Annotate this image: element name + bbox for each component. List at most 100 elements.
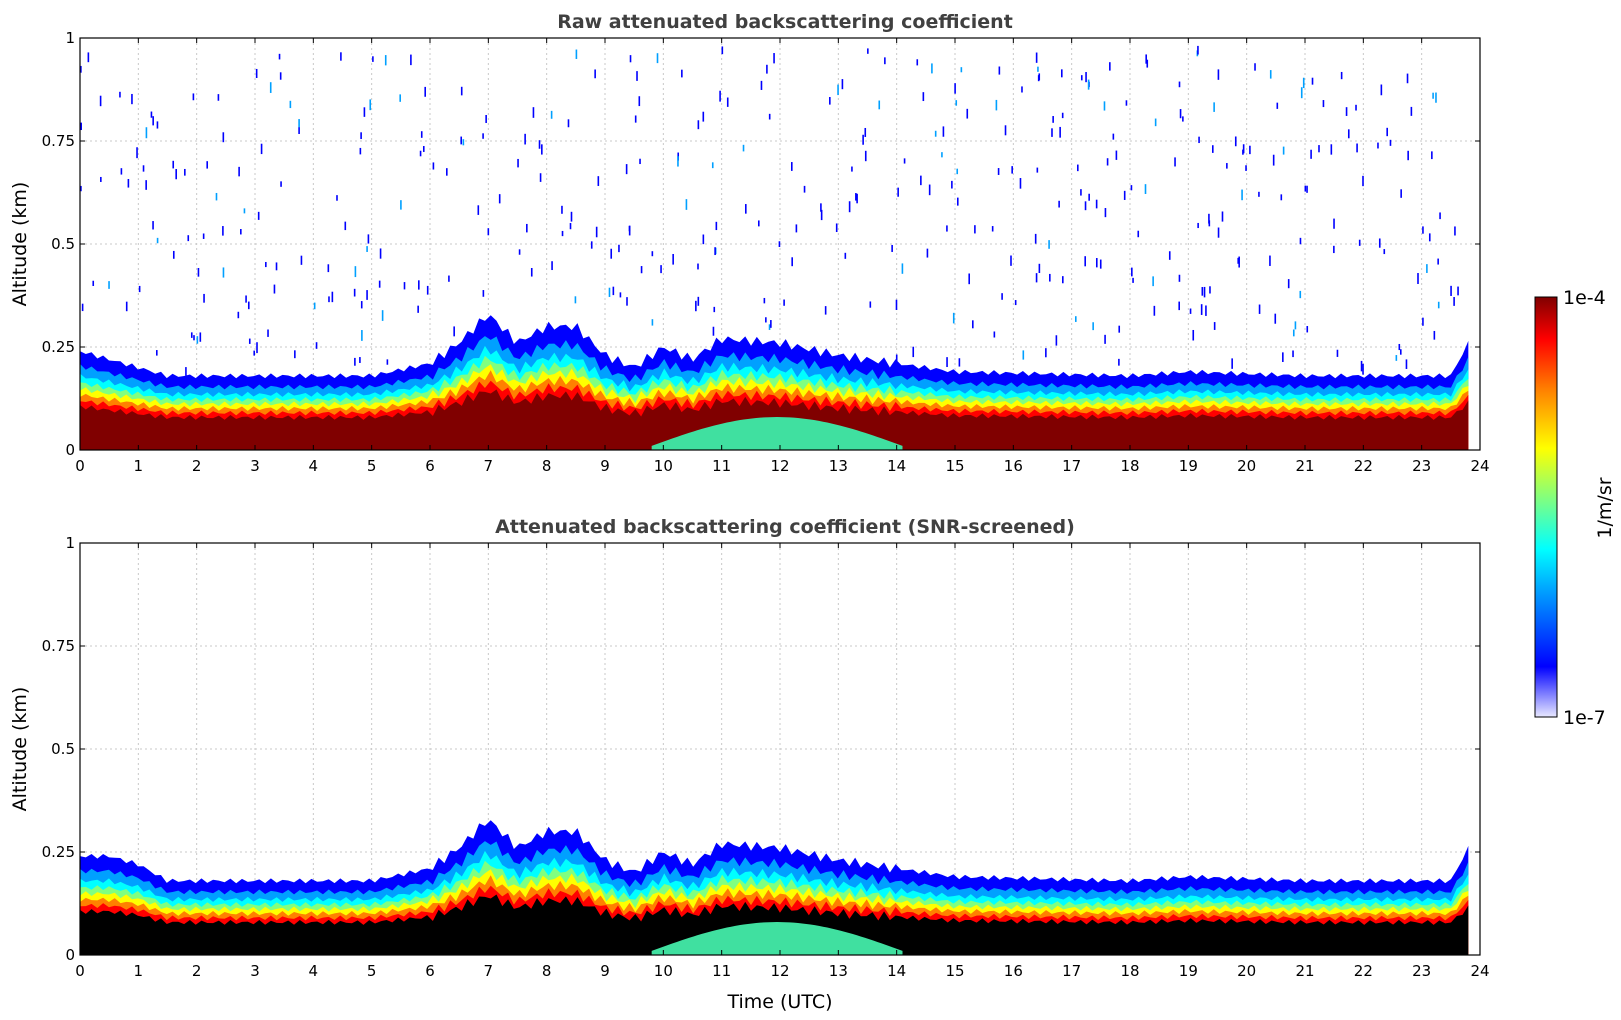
noise-pixel (99, 95, 102, 107)
noise-pixel (1287, 279, 1290, 289)
noise-pixel (1237, 257, 1239, 264)
noise-pixel (851, 166, 853, 172)
noise-pixel (238, 166, 240, 177)
noise-pixel (867, 48, 869, 54)
noise-pixel (217, 94, 220, 101)
x-tick-label: 19 (1179, 457, 1198, 475)
x-tick-label: 24 (1470, 457, 1489, 475)
noise-pixel (714, 247, 716, 256)
noise-pixel (1088, 193, 1090, 201)
noise-pixel (1377, 142, 1379, 149)
noise-pixel (420, 131, 423, 138)
noise-pixel (289, 100, 292, 109)
noise-pixel (974, 225, 976, 234)
noise-pixel (719, 90, 721, 102)
noise-pixel (108, 281, 110, 289)
x-tick-label: 12 (770, 457, 789, 475)
snr-panel-xlabel: Time (UTC) (726, 991, 832, 1013)
noise-pixel (995, 99, 998, 111)
noise-pixel (629, 55, 632, 63)
noise-pixel (1389, 139, 1392, 146)
noise-pixel (869, 301, 872, 308)
noise-pixel (453, 326, 455, 337)
x-tick-label: 3 (250, 962, 260, 980)
noise-pixel (841, 79, 844, 90)
noise-pixel (1439, 212, 1441, 220)
noise-pixel (331, 291, 334, 303)
noise-pixel (298, 127, 300, 134)
noise-pixel (1123, 190, 1126, 200)
noise-pixel (1410, 106, 1413, 116)
noise-pixel (765, 317, 767, 323)
noise-pixel (432, 162, 435, 170)
noise-pixel (363, 107, 366, 117)
noise-pixel (1383, 249, 1386, 255)
x-tick-label: 15 (945, 457, 964, 475)
noise-pixel (1217, 227, 1220, 238)
noise-pixel (80, 122, 82, 131)
noise-pixel (1035, 273, 1038, 283)
noise-pixel (384, 55, 387, 66)
x-tick-label: 7 (484, 962, 494, 980)
noise-pixel (175, 169, 177, 180)
noise-pixel (419, 150, 422, 157)
x-tick-label: 20 (1237, 457, 1256, 475)
noise-pixel (634, 115, 637, 123)
noise-pixel (422, 146, 425, 152)
noise-pixel (1004, 125, 1007, 136)
noise-pixel (1306, 185, 1308, 193)
noise-pixel (273, 284, 276, 294)
noise-pixel (878, 100, 881, 110)
noise-pixel (941, 152, 943, 158)
noise-pixel (243, 208, 246, 214)
noise-pixel (460, 86, 463, 96)
noise-pixel (1051, 128, 1053, 137)
x-tick-label: 10 (654, 962, 673, 980)
noise-pixel (1197, 222, 1199, 229)
noise-pixel (410, 54, 412, 66)
x-tick-label: 4 (309, 962, 319, 980)
noise-pixel (424, 86, 426, 97)
noise-pixel (482, 133, 484, 139)
noise-pixel (240, 228, 242, 235)
noise-pixel (127, 179, 130, 188)
noise-pixel (1358, 239, 1361, 246)
noise-pixel (1310, 149, 1312, 159)
noise-pixel (574, 296, 577, 304)
noise-pixel (901, 263, 904, 274)
noise-pixel (1036, 167, 1039, 173)
x-tick-label: 22 (1354, 962, 1373, 980)
noise-pixel (993, 331, 996, 338)
noise-pixel (1433, 330, 1436, 340)
noise-pixel (1058, 200, 1060, 208)
noise-pixel (1131, 267, 1133, 277)
noise-pixel (711, 162, 714, 169)
noise-pixel (1422, 317, 1424, 326)
noise-pixel (590, 241, 593, 249)
raw-backscatter-panel: Raw attenuated backscattering coefficien… (9, 11, 1490, 475)
noise-pixel (1217, 69, 1220, 80)
noise-pixel (997, 168, 1000, 175)
noise-pixel (702, 234, 705, 245)
noise-pixel (1282, 352, 1284, 362)
noise-pixel (418, 280, 420, 290)
noise-pixel (1245, 165, 1247, 171)
noise-pixel (1333, 245, 1335, 254)
noise-pixel (257, 211, 260, 220)
noise-pixel (366, 290, 368, 300)
noise-pixel (1035, 52, 1038, 63)
noise-pixel (448, 275, 450, 282)
noise-pixel (610, 248, 613, 259)
noise-pixel (1238, 256, 1240, 268)
noise-pixel (1137, 230, 1140, 238)
noise-pixel (1345, 107, 1348, 116)
noise-pixel (1144, 184, 1147, 194)
noise-pixel (844, 252, 847, 259)
noise-pixel (498, 194, 501, 204)
x-tick-label: 16 (1004, 457, 1023, 475)
noise-pixel (660, 265, 662, 274)
noise-pixel (1242, 144, 1245, 154)
noise-pixel (185, 367, 187, 376)
noise-pixel (569, 223, 572, 230)
x-tick-label: 5 (367, 962, 377, 980)
